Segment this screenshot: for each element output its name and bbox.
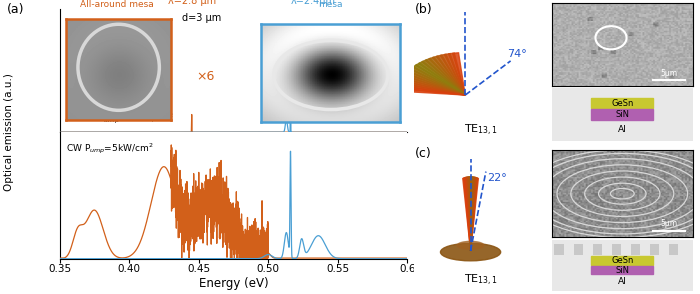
Text: λ=2.8 μm: λ=2.8 μm (167, 0, 216, 6)
Polygon shape (440, 54, 466, 95)
Bar (592, 109, 653, 120)
Bar (592, 98, 653, 108)
Polygon shape (412, 65, 466, 95)
Polygon shape (463, 178, 470, 251)
Ellipse shape (440, 243, 500, 261)
Polygon shape (400, 77, 466, 95)
Text: SiN: SiN (615, 110, 629, 119)
Polygon shape (452, 53, 466, 95)
Polygon shape (436, 55, 466, 95)
Text: Pulsed P$_{ump}$=55kW/cm$^2$: Pulsed P$_{ump}$=55kW/cm$^2$ (66, 112, 174, 126)
Polygon shape (407, 69, 466, 95)
Polygon shape (466, 177, 470, 251)
Polygon shape (444, 54, 466, 95)
Bar (612, 244, 621, 255)
Polygon shape (398, 80, 466, 95)
Text: All-around mesa: All-around mesa (80, 0, 154, 9)
Polygon shape (401, 75, 466, 95)
Text: Al: Al (618, 125, 626, 134)
Text: 22°: 22° (487, 173, 507, 183)
Bar (573, 244, 582, 255)
Polygon shape (470, 177, 474, 251)
Bar (592, 256, 653, 265)
Polygon shape (468, 177, 470, 251)
Text: d=3 μm: d=3 μm (182, 13, 221, 23)
Text: GeSn: GeSn (611, 98, 634, 108)
Bar (554, 244, 564, 255)
Polygon shape (405, 71, 466, 95)
Bar (631, 244, 640, 255)
Polygon shape (415, 63, 466, 95)
Text: TE$_{13,1}$: TE$_{13,1}$ (464, 273, 498, 288)
X-axis label: Energy (eV): Energy (eV) (199, 277, 268, 290)
Polygon shape (467, 177, 470, 251)
Text: ×6: ×6 (196, 70, 214, 83)
Polygon shape (464, 178, 470, 251)
Text: 5μm: 5μm (660, 219, 678, 228)
Polygon shape (469, 177, 471, 251)
Polygon shape (419, 61, 466, 95)
Polygon shape (470, 177, 476, 251)
Polygon shape (433, 56, 466, 95)
Ellipse shape (457, 241, 484, 249)
Polygon shape (425, 59, 466, 95)
Polygon shape (396, 85, 466, 95)
Text: mesa: mesa (318, 0, 343, 9)
Polygon shape (470, 178, 478, 251)
Polygon shape (403, 73, 466, 95)
Text: (a): (a) (7, 3, 24, 16)
Polygon shape (465, 177, 470, 251)
Polygon shape (470, 177, 472, 251)
Text: λ=2.4μm: λ=2.4μm (290, 0, 335, 6)
Text: 5μm: 5μm (660, 69, 678, 78)
Bar (593, 244, 602, 255)
Polygon shape (410, 66, 466, 95)
Text: GeSn: GeSn (611, 256, 634, 265)
Polygon shape (428, 57, 466, 95)
Polygon shape (470, 177, 475, 251)
Polygon shape (396, 87, 466, 95)
Polygon shape (449, 53, 466, 95)
Bar (650, 244, 659, 255)
Text: Optical emission (a.u.): Optical emission (a.u.) (4, 74, 14, 191)
Polygon shape (398, 82, 466, 95)
Text: 74°: 74° (507, 49, 526, 59)
Text: TE$_{13,1}$: TE$_{13,1}$ (464, 123, 498, 138)
Text: CW P$_{ump}$=5kW/cm$^2$: CW P$_{ump}$=5kW/cm$^2$ (66, 141, 154, 156)
Text: (b): (b) (414, 3, 432, 16)
Polygon shape (470, 177, 473, 251)
Bar (669, 244, 678, 255)
Text: (c): (c) (414, 147, 431, 160)
Bar (592, 266, 653, 274)
Polygon shape (421, 60, 466, 95)
Polygon shape (470, 178, 477, 251)
Text: Al: Al (618, 277, 626, 286)
Text: SiN: SiN (615, 265, 629, 275)
